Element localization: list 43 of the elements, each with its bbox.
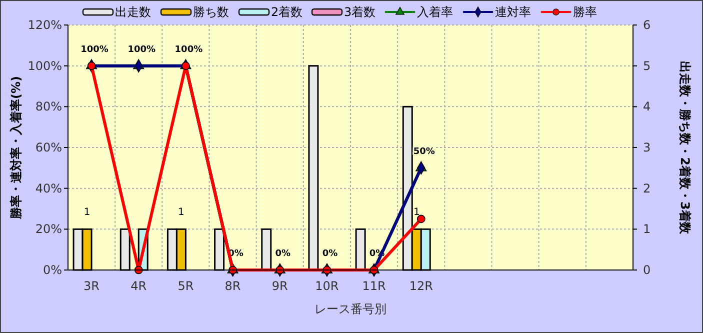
y-tick-label: 0% bbox=[42, 263, 62, 277]
x-tick-label: 5R bbox=[178, 279, 194, 293]
y-tick-label: 40% bbox=[35, 181, 62, 196]
y2-tick-label: 3 bbox=[643, 140, 651, 154]
data-label: 100% bbox=[128, 44, 156, 55]
data-label: 100% bbox=[80, 44, 108, 55]
y2-tick-label: 6 bbox=[643, 18, 651, 32]
data-label: 1 bbox=[84, 207, 90, 218]
y2-tick-label: 2 bbox=[643, 181, 651, 196]
legend-label: 3着数 bbox=[344, 5, 376, 19]
y-tick-label: 100% bbox=[28, 58, 62, 73]
legend-label: 連対率 bbox=[495, 5, 531, 19]
y-tick-label: 20% bbox=[35, 222, 62, 236]
y-tick-label: 120% bbox=[28, 18, 62, 32]
data-label: 100% bbox=[174, 44, 203, 55]
data-label: 0% bbox=[322, 249, 338, 259]
point bbox=[87, 62, 96, 70]
data-label: 0% bbox=[275, 249, 291, 259]
x-axis-title: レース番号別 bbox=[314, 302, 386, 316]
x-tick-label: 3R bbox=[84, 279, 100, 293]
data-label: 1 bbox=[413, 207, 420, 218]
y2-tick-label: 1 bbox=[643, 222, 651, 236]
y-tick-label: 60% bbox=[35, 140, 62, 154]
x-tick-label: 8R bbox=[224, 279, 241, 293]
legend-label: 入着率 bbox=[417, 5, 453, 19]
x-tick-label: 9R bbox=[272, 279, 288, 293]
data-label: 50% bbox=[413, 146, 435, 157]
x-tick-label: 11R bbox=[362, 279, 386, 293]
y-axis-title: 勝率・連対率・入着率(%) bbox=[9, 76, 23, 220]
x-tick-label: 12R bbox=[409, 279, 433, 293]
y2-axis-title: 出走数・勝ち数・2着数・3着数 bbox=[678, 61, 692, 235]
y2-tick-label: 4 bbox=[643, 100, 651, 114]
x-tick-label: 10R bbox=[315, 279, 339, 293]
legend-label: 勝率 bbox=[573, 5, 597, 19]
legend-label: 2着数 bbox=[271, 5, 303, 19]
y2-tick-label: 0 bbox=[643, 263, 651, 277]
y-tick-label: 80% bbox=[35, 100, 62, 114]
data-label: 1 bbox=[178, 207, 184, 218]
point bbox=[416, 214, 426, 224]
y2-tick-label: 5 bbox=[643, 58, 651, 73]
x-tick-label: 4R bbox=[130, 279, 147, 293]
legend-label: 勝ち数 bbox=[193, 5, 229, 19]
legend-label: 出走数 bbox=[115, 5, 151, 19]
